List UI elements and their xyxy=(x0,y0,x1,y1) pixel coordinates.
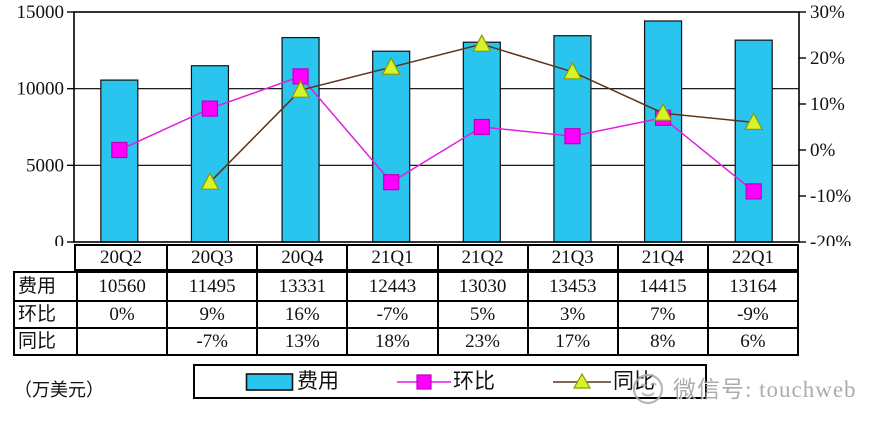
table-cell: 13453 xyxy=(526,273,617,300)
quarter-label: 21Q3 xyxy=(526,246,617,269)
series-line xyxy=(119,75,755,192)
left-axis-tick-label: 0 xyxy=(55,232,65,246)
table-cell: 13164 xyxy=(706,273,797,300)
left-axis-tick-label: 5000 xyxy=(26,155,64,176)
table-cell: 12443 xyxy=(346,273,436,300)
table-cell: 13030 xyxy=(436,273,527,300)
table-cell: -9% xyxy=(706,300,797,327)
table-cell: 18% xyxy=(346,327,437,354)
table-cell: 23% xyxy=(436,327,527,354)
legend-item-expense: 费用 xyxy=(245,371,339,392)
table-cell: 3% xyxy=(526,300,617,327)
expense-bar xyxy=(281,36,320,243)
yoy-line-series xyxy=(200,33,764,190)
table-cell: -7% xyxy=(166,327,257,354)
square-marker xyxy=(201,100,219,117)
watermark: 微信号: touchweb xyxy=(628,366,857,408)
plot-border xyxy=(73,11,800,243)
quarter-label: 21Q2 xyxy=(436,246,527,269)
expense-bar xyxy=(462,41,501,243)
right-axis-tick-label: 10% xyxy=(810,94,845,115)
bars-series xyxy=(100,20,773,243)
table-cell: 7% xyxy=(616,300,707,327)
table-cell: 9% xyxy=(166,300,257,327)
table-cell xyxy=(76,327,167,354)
watermark-text: 微信号: touchweb xyxy=(673,377,857,402)
table-cell: 14415 xyxy=(616,273,707,300)
right-axis-tick-label: -10% xyxy=(810,186,851,207)
table-cell: 8% xyxy=(616,327,707,354)
table-cell: 13331 xyxy=(256,273,346,300)
row-label: 环比 xyxy=(15,300,76,327)
table-cell: 16% xyxy=(256,300,347,327)
triangle-marker xyxy=(472,33,492,52)
expense-combo-chart: 0 5000 10000 15000 -20% -10% 0% 10% 20% 30% xyxy=(17,2,852,246)
table-cell: 5% xyxy=(436,300,527,327)
triangle-marker xyxy=(200,171,220,190)
expense-bar xyxy=(643,20,683,243)
legend-label: 费用 xyxy=(297,369,339,393)
expense-bar xyxy=(190,65,230,243)
table-cell: 17% xyxy=(526,327,617,354)
right-axis-tick-label: 0% xyxy=(810,140,836,161)
quarter-label: 20Q3 xyxy=(166,246,256,269)
table-cell: 11495 xyxy=(166,273,256,300)
quarter-label: 21Q1 xyxy=(346,246,436,269)
quarter-label: 21Q4 xyxy=(616,246,707,269)
left-axis-tick-label: 15000 xyxy=(17,2,65,23)
row-label: 费用 xyxy=(18,276,57,297)
triangle-marker xyxy=(744,112,764,130)
quarter-label: 22Q1 xyxy=(706,246,797,269)
table-cell: -7% xyxy=(346,300,437,327)
quarter-label: 20Q2 xyxy=(99,247,143,268)
quarter-label: 20Q4 xyxy=(256,246,346,269)
quarter-header-row: 20Q2 20Q3 20Q4 21Q1 21Q2 21Q3 21Q4 22Q1 xyxy=(74,244,799,271)
square-marker xyxy=(383,174,400,191)
legend: 费用 环比 同比 xyxy=(193,364,707,399)
row-label: 同比 xyxy=(15,327,76,354)
triangle-marker xyxy=(562,61,582,80)
legend-item-qoq: 环比 xyxy=(397,371,495,392)
square-marker-swatch-icon xyxy=(397,373,451,390)
expense-bar xyxy=(372,50,411,243)
left-axis: 0 5000 10000 15000 xyxy=(17,2,74,246)
triangle-marker xyxy=(653,102,673,121)
square-marker xyxy=(564,128,581,145)
right-axis-tick-label: 30% xyxy=(810,2,845,23)
legend-label: 环比 xyxy=(453,369,495,393)
triangle-marker xyxy=(381,56,401,75)
table-cell: 13% xyxy=(256,327,347,354)
right-axis: -20% -10% 0% 10% 20% 30% xyxy=(799,2,851,246)
right-axis-tick-label: 20% xyxy=(810,48,845,69)
table-cell: 0% xyxy=(76,300,167,327)
table-cell: 6% xyxy=(706,327,797,354)
table-cell: 10560 xyxy=(76,273,166,300)
right-axis-tick-label: -20% xyxy=(810,232,851,246)
square-marker xyxy=(111,141,128,159)
data-table: 费用 10560 11495 13331 12443 13030 13453 14415 131… xyxy=(13,271,799,356)
expense-bar xyxy=(100,79,139,243)
unit-label: （万美元） xyxy=(14,380,104,400)
square-marker xyxy=(745,183,762,200)
left-axis-tick-label: 10000 xyxy=(17,79,65,100)
bar-swatch-icon xyxy=(245,372,294,391)
triangle-marker-swatch-icon xyxy=(553,372,611,389)
expense-bar xyxy=(734,39,773,243)
wechat-smiley-icon xyxy=(632,373,664,405)
square-marker xyxy=(473,118,490,136)
triangle-marker xyxy=(291,79,311,98)
